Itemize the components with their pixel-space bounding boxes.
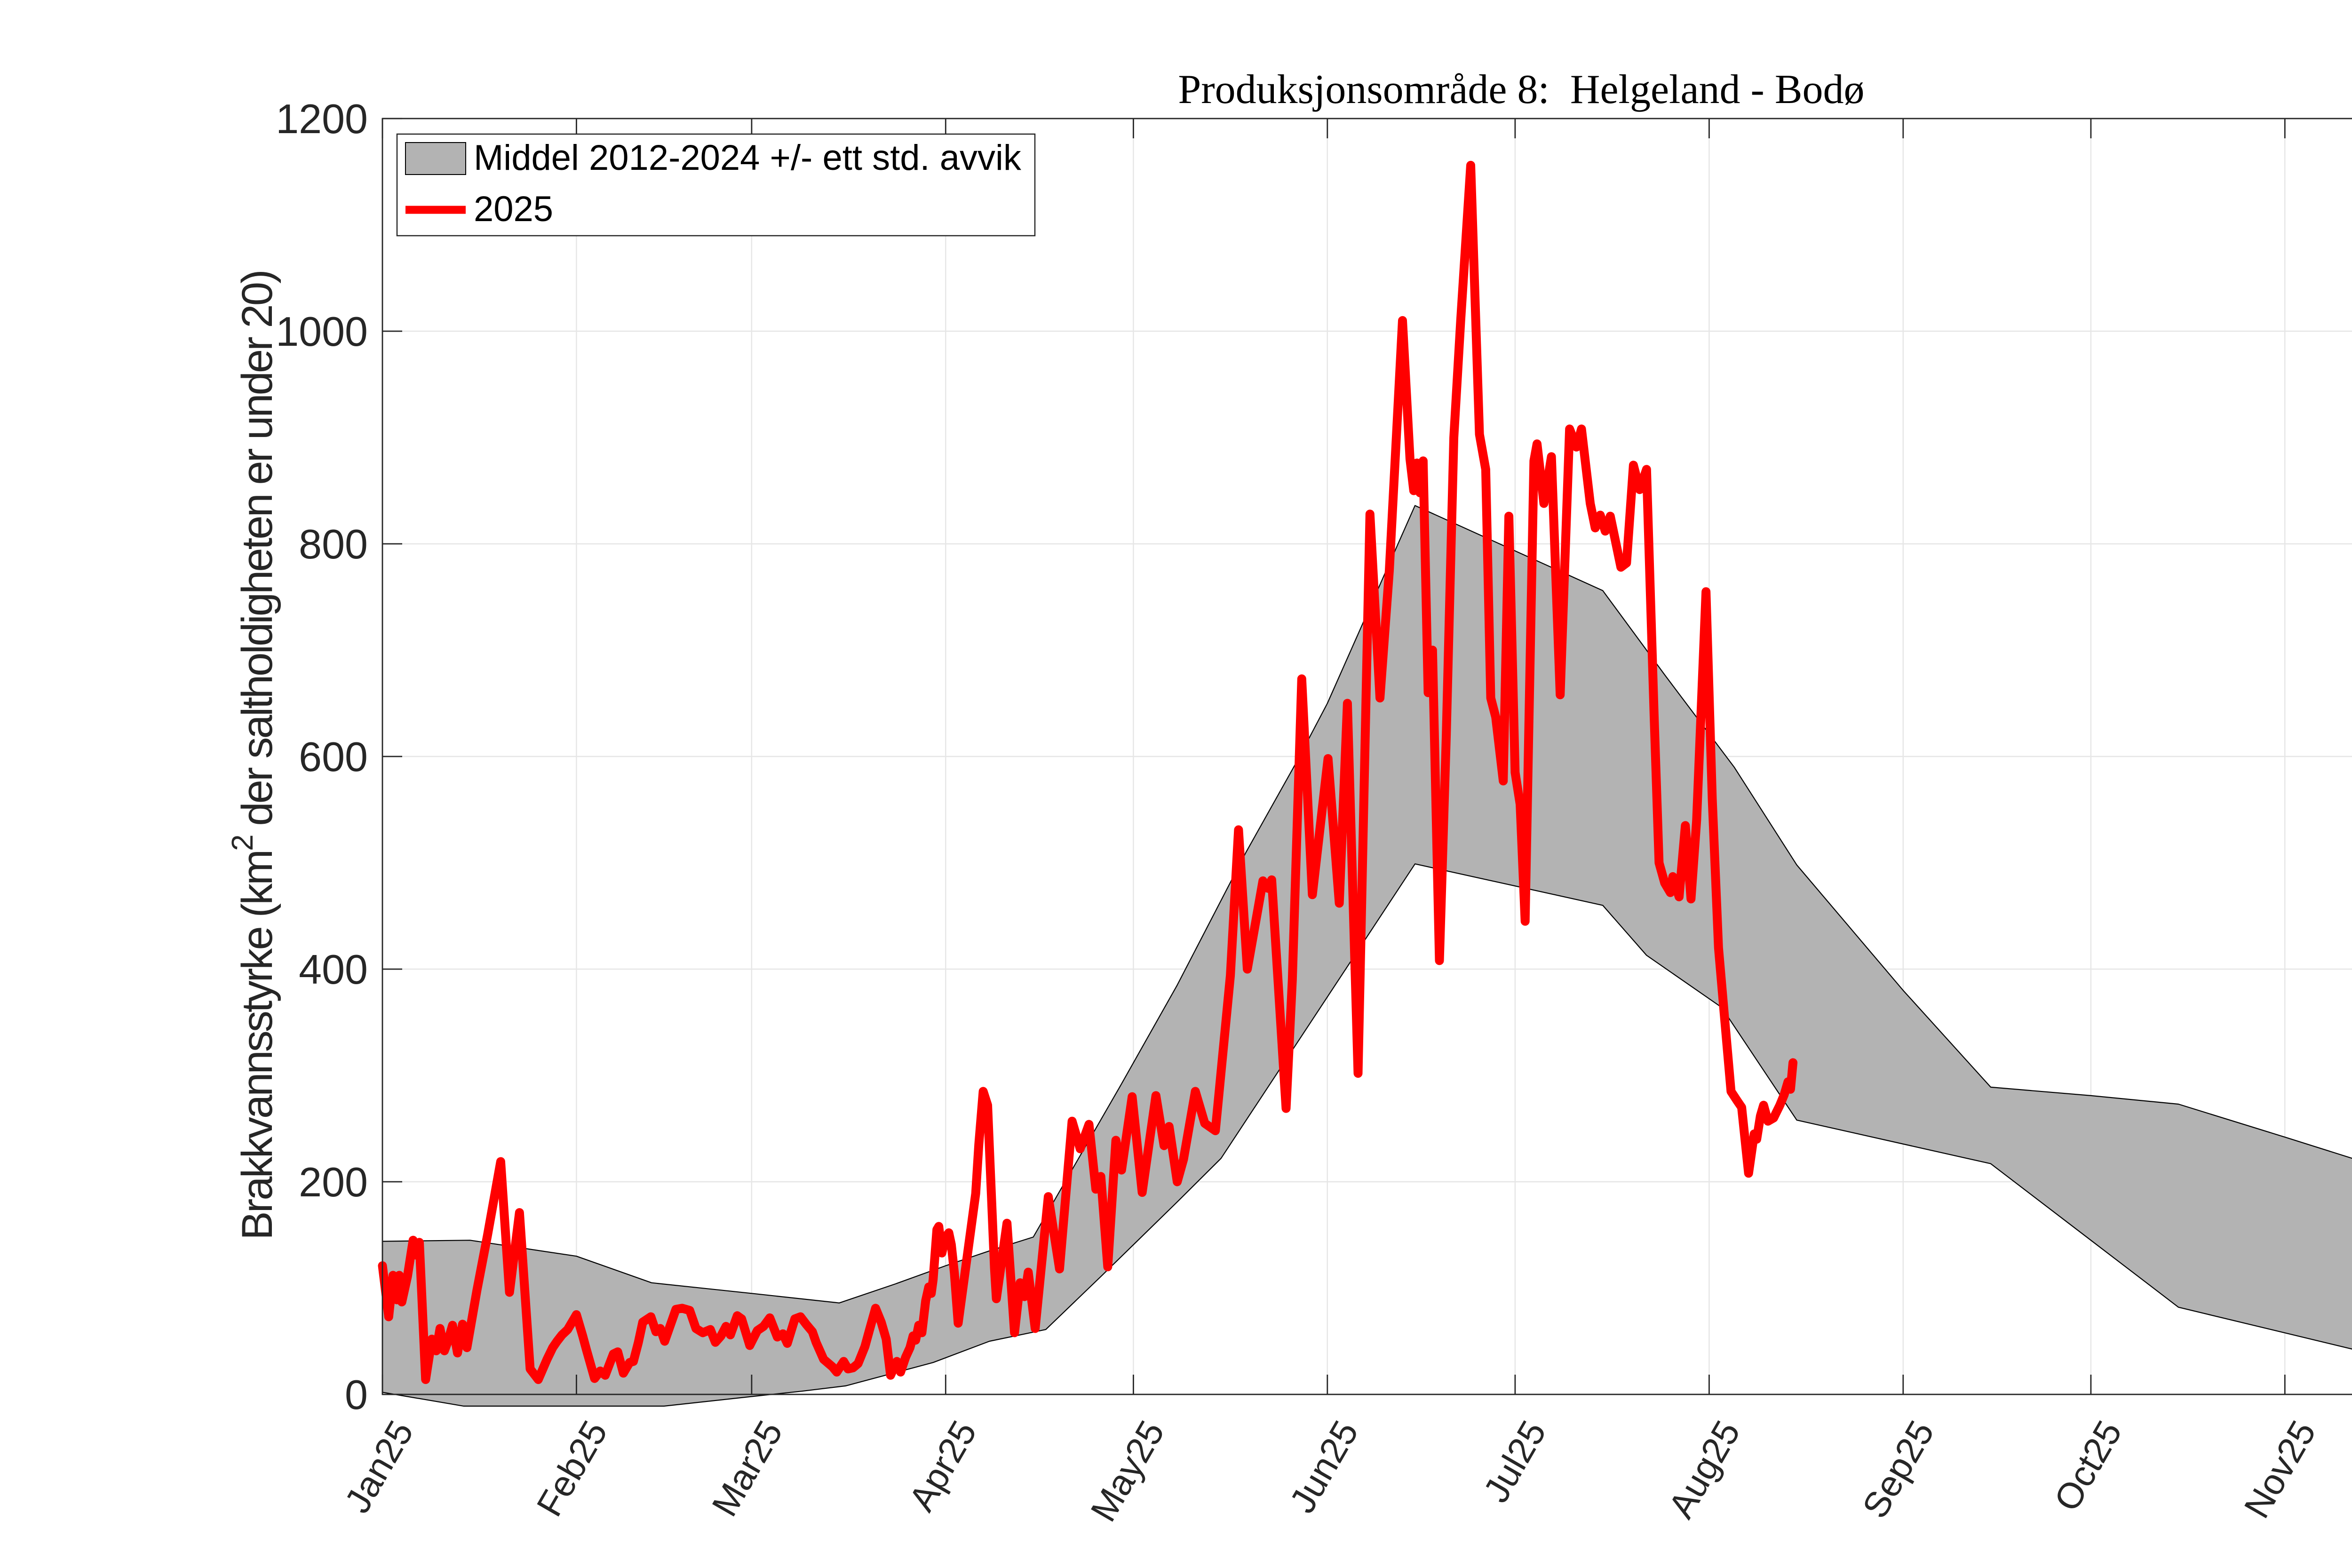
svg-text:600: 600 [299,733,368,780]
svg-text:Brakkvannsstyrke (km2 der salt: Brakkvannsstyrke (km2 der saltholdighete… [225,271,281,1240]
svg-text:200: 200 [299,1159,368,1205]
svg-text:1200: 1200 [276,96,368,142]
svg-text:Middel 2012-2024 +/- ett std.: Middel 2012-2024 +/- ett std. avvik [474,138,1022,178]
svg-text:800: 800 [299,521,368,567]
svg-text:0: 0 [345,1371,368,1418]
svg-text:Produksjonsområde 8: Helgelan: Produksjonsområde 8: Helgeland - Bodø [1178,67,1864,112]
svg-text:2025: 2025 [474,189,553,229]
svg-text:400: 400 [299,946,368,993]
svg-text:1000: 1000 [276,308,368,355]
